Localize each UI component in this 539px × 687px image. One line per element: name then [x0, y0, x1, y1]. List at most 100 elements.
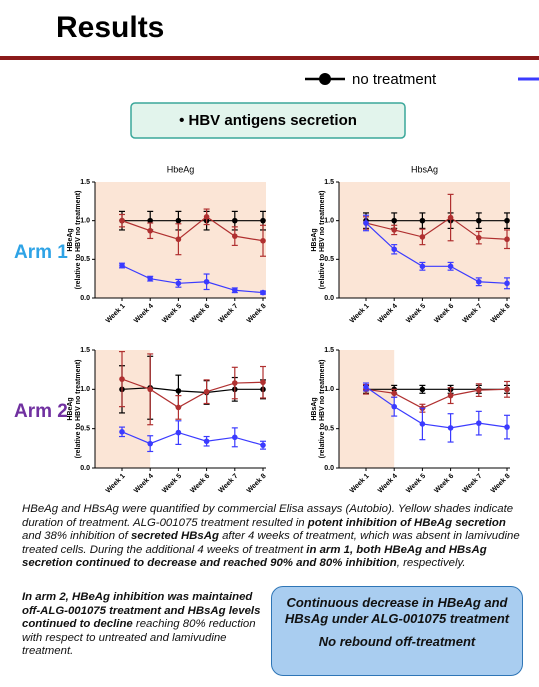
paragraph: In arm 2, HBeAg inhibition was maintaine… — [22, 591, 267, 659]
data-point — [175, 429, 182, 436]
data-point — [175, 217, 182, 224]
row-label: Arm 1 — [14, 242, 68, 263]
data-point — [119, 376, 125, 382]
y-axis-label: (relative to HBV no treatment) — [75, 360, 82, 459]
data-point — [476, 278, 482, 285]
y-axis-label: HBsAg — [311, 228, 318, 251]
paragraph: HBeAg and HBsAg were quantified by comme… — [22, 503, 527, 571]
x-tick-label: Week 7 — [462, 303, 484, 325]
data-point — [504, 386, 510, 393]
text-run: in arm 1, both HBeAg and HBsAg secretion… — [22, 543, 487, 570]
data-point — [147, 386, 153, 393]
data-point — [447, 214, 454, 221]
y-tick-label: 1.0 — [324, 386, 334, 393]
data-point — [504, 280, 510, 287]
data-point — [363, 384, 369, 390]
data-point — [119, 217, 125, 224]
text-run: potent inhibition of HBeAg secretion — [307, 516, 506, 529]
data-point — [175, 280, 182, 287]
x-tick-label: Week 5 — [405, 303, 427, 325]
chart-title: HbsAg — [411, 164, 438, 174]
y-tick-label: 1.5 — [80, 347, 90, 354]
data-point — [504, 236, 510, 243]
series-line — [365, 216, 508, 240]
y-tick-label: 0.0 — [324, 295, 334, 302]
data-point — [504, 424, 510, 430]
y-axis-label: (relative to HBV no treatment) — [319, 191, 326, 290]
row-label: Arm 2 — [14, 401, 68, 422]
series-line — [121, 264, 264, 294]
title-rule — [0, 56, 539, 60]
data-point — [147, 275, 153, 282]
y-axis-label: HBeAg — [67, 228, 74, 251]
x-tick-label: Week 4 — [377, 303, 399, 325]
data-point — [419, 263, 426, 270]
data-point — [203, 438, 210, 445]
x-tick-label: Week 4 — [377, 473, 399, 495]
data-point — [447, 263, 454, 270]
data-point — [391, 246, 398, 253]
summary-text: No rebound off-treatment — [318, 634, 476, 649]
data-point — [419, 217, 426, 224]
y-tick-label: 0.5 — [80, 256, 90, 263]
x-tick-label: Week 1 — [105, 303, 127, 325]
y-tick-label: 0.0 — [324, 465, 334, 472]
x-tick-label: Week 1 — [349, 473, 371, 495]
legend-label: no treatment — [352, 71, 437, 88]
data-point — [260, 237, 266, 244]
data-point — [447, 392, 454, 399]
series-line — [365, 222, 508, 284]
data-point — [391, 390, 398, 397]
slide-title: Results — [56, 11, 164, 44]
data-point — [476, 217, 482, 224]
y-axis-label: HBeAg — [67, 397, 74, 420]
x-tick-label: Week 5 — [161, 303, 183, 325]
treatment-shade — [339, 350, 395, 468]
text-run: HBeAg and HBsAg were quantified by comme… — [22, 503, 514, 529]
data-point — [260, 217, 266, 224]
data-point — [391, 217, 398, 224]
data-point — [504, 217, 510, 224]
data-point — [232, 233, 238, 239]
y-tick-label: 0.5 — [80, 426, 90, 433]
text-run: reaching 80% reduction with respect to u… — [22, 618, 256, 658]
legend-marker — [319, 73, 331, 85]
data-point — [175, 388, 182, 394]
data-point — [419, 421, 426, 427]
y-axis-label: (relative to HBV no treatment) — [75, 191, 82, 290]
y-tick-label: 1.5 — [80, 179, 90, 186]
series-line — [365, 388, 508, 409]
x-tick-label: Week 8 — [490, 303, 512, 325]
y-tick-label: 1.0 — [80, 386, 90, 393]
x-tick-label: Week 6 — [189, 303, 211, 325]
data-point — [203, 388, 210, 395]
x-tick-label: Week 7 — [462, 473, 484, 495]
y-tick-label: 1.0 — [324, 218, 334, 225]
y-axis-label: HBsAg — [311, 397, 318, 420]
data-point — [232, 434, 238, 441]
data-point — [119, 262, 125, 269]
data-point — [232, 217, 238, 224]
data-point — [232, 380, 238, 386]
y-tick-label: 0.0 — [80, 295, 90, 302]
y-tick-label: 0.5 — [324, 426, 334, 433]
callout-box — [130, 102, 406, 139]
series-line — [121, 431, 264, 446]
x-tick-label: Week 5 — [161, 473, 183, 495]
data-point — [447, 425, 454, 431]
chart-title: HbeAg — [167, 164, 195, 174]
text-run: and 38% inhibition of — [22, 530, 131, 543]
x-tick-label: Week 5 — [405, 473, 427, 495]
y-tick-label: 1.0 — [80, 218, 90, 225]
series-line — [121, 378, 264, 409]
y-tick-label: 0.5 — [324, 256, 334, 263]
x-tick-label: Week 1 — [105, 473, 127, 495]
data-point — [232, 287, 238, 294]
summary-box: Continuous decrease in HBeAg and HBsAg u… — [271, 586, 523, 676]
data-point — [391, 403, 398, 410]
y-tick-label: 0.0 — [80, 465, 90, 472]
data-point — [260, 442, 266, 448]
text-run: In arm 2, HBeAg inhibition was maintaine… — [22, 591, 261, 631]
data-point — [419, 234, 426, 240]
data-point — [476, 387, 482, 393]
